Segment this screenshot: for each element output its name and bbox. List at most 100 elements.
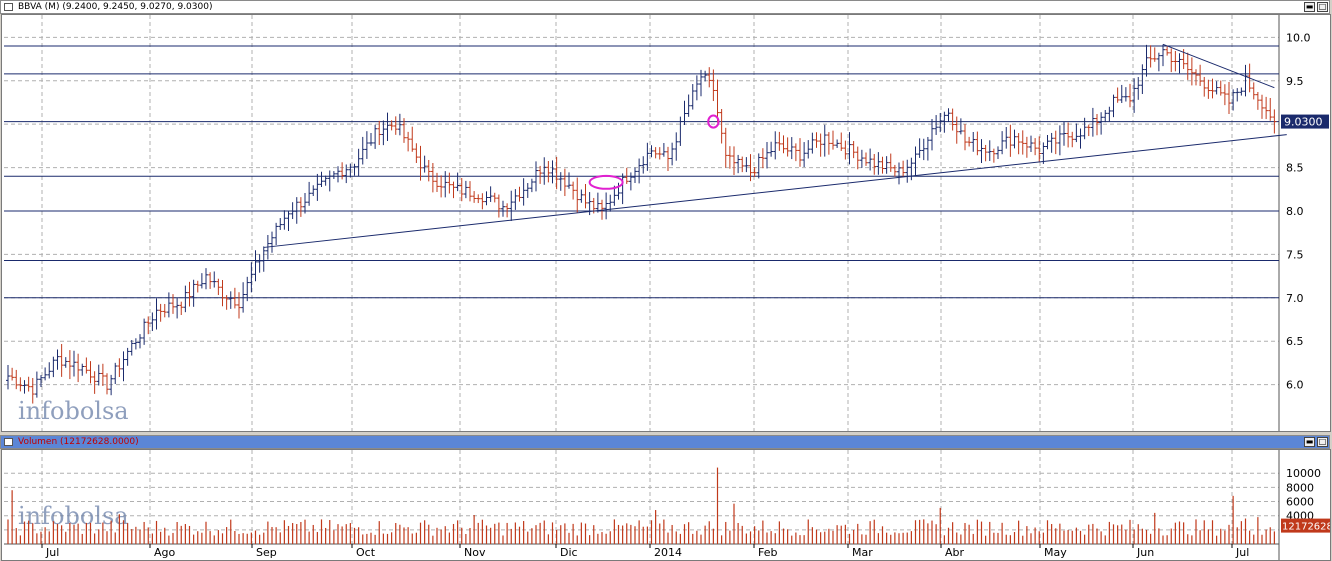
ohlc-bar (129, 339, 134, 356)
ohlc-bar (162, 303, 167, 318)
ohlc-bar (975, 131, 980, 156)
highlight-marker (588, 174, 624, 190)
price-pane-title: BBVA (M) (9.2400, 9.2450, 9.0270, 9.0300… (18, 2, 213, 12)
ohlc-bar (150, 312, 155, 332)
ohlc-bar (1144, 44, 1149, 77)
ohlc-bar (311, 185, 316, 197)
ohlc-bar (10, 367, 15, 381)
ohlc-bar (715, 79, 720, 123)
ohlc-bar (991, 148, 996, 163)
volume-chart-panel: 4000 6000 8000 10000 infobolsa 12172628 Jul Ago… (1, 449, 1331, 561)
ohlc-bar (1132, 78, 1137, 113)
month-label: Feb (758, 546, 777, 559)
minimize-button[interactable]: ▬ (1304, 2, 1315, 12)
ohlc-bar (447, 172, 452, 194)
ohlc-bar (876, 152, 881, 175)
ohlc-bar (1156, 52, 1161, 72)
price-tick-label: 8.0 (1286, 205, 1304, 218)
ohlc-bar (1020, 130, 1025, 155)
ohlc-bar (789, 137, 794, 160)
minimize-button[interactable]: ▬ (1304, 437, 1315, 447)
ohlc-bar (847, 132, 852, 165)
ohlc-bar (1111, 94, 1116, 118)
ohlc-bar (336, 166, 340, 183)
ohlc-bar (472, 191, 477, 203)
ohlc-bar (360, 136, 365, 165)
ohlc-bar (92, 371, 97, 394)
ohlc-bar (1086, 124, 1091, 137)
ohlc-bar (674, 132, 679, 161)
ohlc-bar (1000, 131, 1005, 155)
ohlc-bar (727, 146, 732, 169)
ohlc-bar (1173, 50, 1178, 72)
ohlc-bar (554, 156, 559, 190)
ohlc-bar (393, 116, 398, 135)
month-label: 2014 (654, 546, 682, 559)
ohlc-bar (571, 181, 576, 200)
ohlc-bar (888, 153, 893, 172)
ohlc-bar (1136, 77, 1141, 100)
ohlc-bar (1185, 52, 1190, 80)
ohlc-bar (1119, 84, 1124, 104)
ohlc-bar (703, 70, 708, 82)
ohlc-bar (760, 148, 765, 169)
ohlc-bar (356, 148, 361, 177)
ohlc-bar (781, 135, 786, 154)
ohlc-bar (76, 353, 81, 383)
ohlc-bar (1123, 87, 1128, 102)
ohlc-bar (822, 124, 827, 157)
ohlc-bar (88, 361, 93, 384)
ohlc-bar (513, 189, 518, 210)
ohlc-bar (777, 131, 782, 151)
ohlc-bar (179, 301, 184, 316)
price-chart-panel: 6.06.57.07.58.08.59.09.510.0infobolsa9.0… (1, 14, 1331, 432)
ohlc-bar (459, 178, 464, 202)
ohlc-bar (389, 120, 394, 131)
ohlc-bar (583, 184, 588, 209)
ohlc-bar (72, 350, 76, 377)
ohlc-bar (810, 132, 815, 154)
ohlc-bar (707, 67, 712, 88)
ohlc-bar (488, 186, 493, 202)
trend-line (263, 134, 1287, 248)
ohlc-bar (1177, 53, 1182, 74)
ohlc-bar (624, 167, 629, 184)
maximize-button[interactable]: □ (1317, 2, 1328, 12)
ohlc-bar (1243, 64, 1248, 97)
watermark: infobolsa (18, 502, 129, 530)
ohlc-bar (765, 142, 769, 169)
volume-tick-label: 6000 (1286, 496, 1314, 509)
ohlc-bar (1206, 79, 1211, 99)
ohlc-bar (468, 181, 472, 202)
ohlc-bar (744, 157, 749, 173)
ohlc-bar (480, 193, 485, 210)
ohlc-bar (682, 100, 687, 125)
ohlc-bar (245, 276, 250, 302)
ohlc-bar (752, 166, 757, 177)
price-chart[interactable]: 6.06.57.07.58.08.59.09.510.0infobolsa9.0… (2, 15, 1330, 431)
ohlc-bar (723, 127, 728, 168)
ohlc-bar (1194, 69, 1198, 86)
maximize-button[interactable]: □ (1317, 437, 1328, 447)
price-tick-label: 6.5 (1286, 335, 1304, 348)
ohlc-bar (105, 373, 109, 395)
month-label: Dic (560, 546, 578, 559)
ohlc-bar (501, 200, 505, 217)
ohlc-bar (146, 316, 151, 335)
ohlc-bar (855, 146, 860, 170)
ohlc-bar (756, 153, 761, 179)
ohlc-bar (542, 157, 547, 185)
ohlc-bar (492, 192, 497, 203)
ohlc-bar (220, 280, 225, 307)
month-label: Nov (464, 546, 486, 559)
month-label: Jul (45, 546, 59, 559)
ohlc-bar (18, 377, 23, 392)
price-tick-label: 8.5 (1286, 162, 1304, 175)
ohlc-bar (138, 334, 142, 349)
ohlc-bar (814, 132, 819, 148)
ohlc-bar (47, 362, 52, 379)
ohlc-bar (1012, 129, 1017, 149)
ohlc-bar (439, 175, 444, 198)
ohlc-bar (30, 377, 35, 404)
